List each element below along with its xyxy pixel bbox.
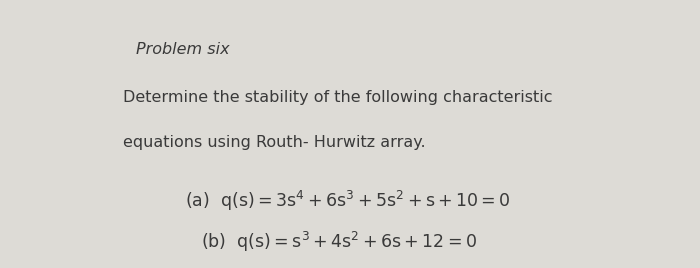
- Text: Determine the stability of the following characteristic: Determine the stability of the following…: [122, 90, 552, 105]
- Text: $\mathsf{(a)\ \ q(s) = 3s^4+6s^3+5s^2+s+10=0}$: $\mathsf{(a)\ \ q(s) = 3s^4+6s^3+5s^2+s+…: [185, 189, 511, 213]
- Text: Problem six: Problem six: [136, 43, 230, 57]
- Text: equations using Routh- Hurwitz array.: equations using Routh- Hurwitz array.: [122, 135, 426, 150]
- Text: $\mathsf{(b)\ \ q(s) = s^3+4s^2+6s+12=0}$: $\mathsf{(b)\ \ q(s) = s^3+4s^2+6s+12=0}…: [202, 230, 477, 254]
